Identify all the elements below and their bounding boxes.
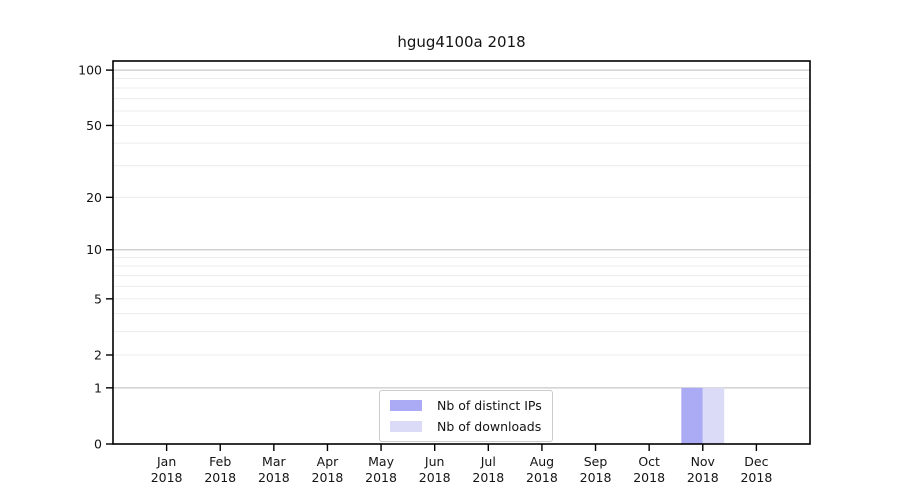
legend-item-distinct-ips: Nb of distinct IPs [390, 397, 544, 414]
chart-title: hgug4100a 2018 [397, 33, 526, 51]
x-tick-label: Jan 2018 [151, 454, 183, 485]
x-tick-label: Dec 2018 [740, 454, 772, 485]
x-tick-label: Mar 2018 [258, 454, 290, 485]
y-tick-label: 1 [94, 380, 102, 395]
x-tick-label: Oct 2018 [633, 454, 665, 485]
legend-swatch-distinct-ips [390, 400, 422, 411]
y-tick-label: 2 [94, 347, 102, 362]
bar-downloads [702, 387, 725, 444]
x-tick-label: Apr 2018 [312, 454, 344, 485]
axes-frame [112, 60, 811, 445]
legend-swatch-downloads [390, 421, 422, 432]
x-tick-label: Jun 2018 [419, 454, 451, 485]
x-tick-label: Aug 2018 [526, 454, 558, 485]
x-tick-label: Feb 2018 [204, 454, 236, 485]
y-tick-label: 5 [94, 291, 102, 306]
legend-item-downloads: Nb of downloads [390, 418, 544, 435]
y-tick-label: 50 [86, 118, 102, 133]
x-tick-label: Sep 2018 [580, 454, 612, 485]
legend-label-downloads: Nb of downloads [437, 419, 542, 434]
x-tick-label: Nov 2018 [687, 454, 719, 485]
y-tick-label: 10 [86, 242, 102, 257]
y-tick-label: 0 [94, 437, 102, 452]
bar-distinct-ips [681, 387, 703, 444]
y-tick-label: 20 [86, 190, 102, 205]
y-tick-label: 100 [78, 63, 102, 78]
x-tick-label: May 2018 [365, 454, 397, 485]
x-tick-label: Jul 2018 [472, 454, 504, 485]
legend: Nb of distinct IPs Nb of downloads [379, 390, 553, 442]
legend-label-distinct-ips: Nb of distinct IPs [437, 398, 542, 413]
